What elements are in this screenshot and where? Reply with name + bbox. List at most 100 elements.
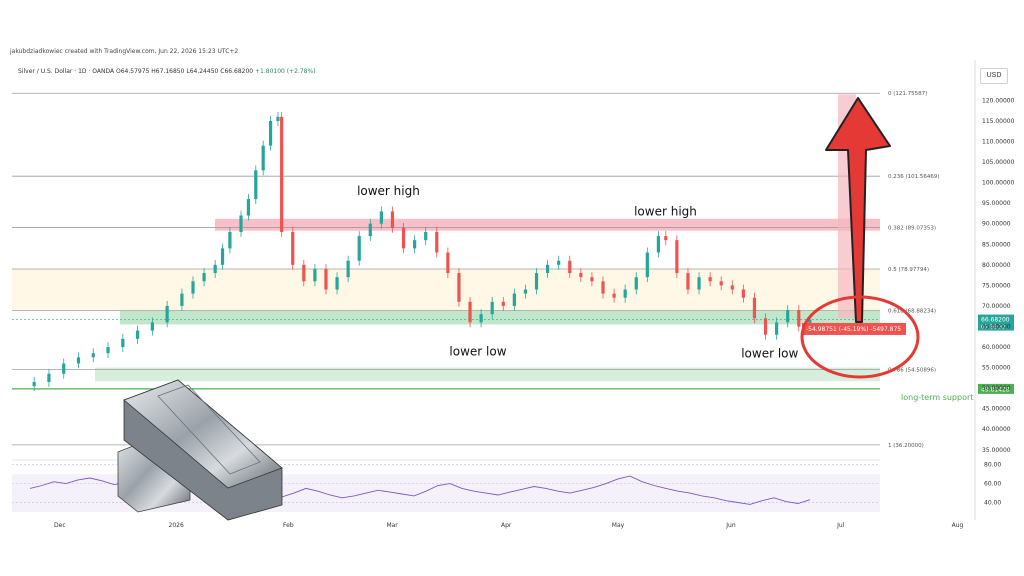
candle-48 bbox=[557, 260, 561, 265]
candle-34 bbox=[401, 227, 406, 249]
candle-30 bbox=[357, 236, 361, 261]
fib-label-0: 0 (121.75587) bbox=[888, 91, 927, 97]
candle-49 bbox=[568, 260, 572, 274]
support-price-box bbox=[978, 383, 1014, 394]
annotation-1: lower high bbox=[634, 205, 697, 219]
candle-12 bbox=[191, 281, 195, 294]
candle-20 bbox=[261, 145, 265, 171]
candle-15 bbox=[220, 248, 225, 265]
silver-bar-top bbox=[123, 379, 283, 489]
candle-39 bbox=[457, 273, 461, 302]
candle-45 bbox=[523, 289, 528, 294]
y-tick-label: 70.00000 bbox=[982, 303, 1011, 310]
y-tick-label: 105.00000 bbox=[982, 159, 1015, 166]
candle-3 bbox=[62, 363, 66, 374]
candle-21 bbox=[268, 120, 273, 146]
candle-65 bbox=[741, 289, 745, 298]
candle-19 bbox=[254, 170, 258, 200]
candle-40 bbox=[468, 301, 472, 323]
candle-17 bbox=[239, 215, 243, 232]
candle-58 bbox=[664, 236, 668, 241]
candle-66 bbox=[752, 297, 757, 319]
current-price-box bbox=[978, 314, 1014, 331]
candle-29 bbox=[346, 260, 350, 278]
red-circle bbox=[800, 295, 920, 379]
y-tick-label: 50.00000 bbox=[982, 385, 1011, 392]
fib-label-2: 0.382 (89.07353) bbox=[888, 226, 936, 232]
candle-14 bbox=[213, 264, 217, 274]
x-tick-label: May bbox=[612, 522, 625, 529]
open-value: O64.57975 bbox=[116, 68, 150, 75]
symbol-ohlc-line: Silver / U.S. Dollar · 1D · OANDA O64.57… bbox=[18, 68, 316, 75]
y-tick-label: 90.00000 bbox=[982, 221, 1011, 228]
candle-10 bbox=[165, 305, 169, 323]
x-tick-label: 2026 bbox=[169, 522, 184, 529]
candle-32 bbox=[379, 211, 383, 224]
candle-36 bbox=[424, 231, 428, 241]
candle-16 bbox=[228, 231, 232, 249]
markup-layer: -54.98751 (-45.19%) -5497.875 bbox=[800, 94, 920, 379]
annotations-layer: lower high lower high lower low lower low bbox=[357, 184, 798, 360]
candle-27 bbox=[324, 268, 328, 290]
attribution-text: jakubdziadkowiec created with TradingVie… bbox=[10, 48, 239, 55]
close-value: C66.68200 bbox=[220, 68, 254, 75]
candle-8 bbox=[135, 330, 140, 339]
candle-60 bbox=[686, 273, 690, 290]
candle-4 bbox=[76, 357, 81, 364]
candle-44 bbox=[512, 293, 516, 306]
candle-55 bbox=[634, 277, 638, 290]
candle-22 bbox=[276, 116, 280, 121]
candle-28 bbox=[335, 277, 339, 290]
candle-11 bbox=[180, 293, 184, 306]
rsi-tick-label: 40.00 bbox=[984, 500, 1001, 507]
candle-24 bbox=[291, 231, 295, 265]
candle-46 bbox=[534, 273, 539, 290]
price-series-layer bbox=[12, 111, 880, 392]
annotation-2: lower low bbox=[449, 344, 506, 358]
x-tick-label: Apr bbox=[501, 522, 512, 529]
y-tick-label: 35.00000 bbox=[982, 447, 1011, 454]
candle-23 bbox=[280, 116, 284, 232]
measure-box bbox=[802, 322, 906, 335]
y-tick-label: 75.00000 bbox=[982, 282, 1011, 289]
zone-0 bbox=[215, 218, 880, 231]
candle-13 bbox=[202, 273, 206, 282]
candle-68 bbox=[775, 322, 779, 335]
candle-70 bbox=[797, 310, 801, 327]
candle-26 bbox=[313, 268, 317, 282]
x-tick-label: Jul bbox=[836, 522, 845, 529]
low-value: L64.24450 bbox=[186, 68, 219, 75]
support-label: long-term support bbox=[901, 393, 973, 402]
fib-label-6: 1 (36.20000) bbox=[888, 443, 924, 449]
rsi-tick-label: 60.00 bbox=[984, 481, 1001, 488]
zones-layer bbox=[12, 218, 880, 382]
candle-2 bbox=[47, 373, 51, 382]
y-tick-label: 110.00000 bbox=[982, 139, 1015, 146]
y-tick-label: 60.00000 bbox=[982, 344, 1011, 351]
high-value: H67.16850 bbox=[151, 68, 185, 75]
silver-bar-engraving bbox=[157, 384, 261, 475]
y-tick-label: 40.00000 bbox=[982, 426, 1011, 433]
candle-18 bbox=[246, 199, 251, 216]
candle-69 bbox=[786, 310, 790, 323]
candle-67 bbox=[763, 318, 768, 335]
candle-7 bbox=[121, 338, 125, 348]
y-tick-label: 65.00000 bbox=[982, 323, 1011, 330]
currency-button[interactable]: USD bbox=[980, 68, 1008, 84]
y-tick-label: 85.00000 bbox=[982, 241, 1011, 248]
candle-5 bbox=[91, 353, 95, 358]
y-tick-label: 55.00000 bbox=[982, 365, 1011, 372]
fib-label-4: 0.618 (68.88234) bbox=[888, 309, 936, 315]
candle-37 bbox=[435, 231, 439, 253]
candle-53 bbox=[612, 293, 616, 298]
candle-57 bbox=[656, 236, 661, 253]
y-tick-label: 100.00000 bbox=[982, 180, 1015, 187]
x-tick-label: Aug bbox=[952, 522, 964, 529]
fib-band-tint bbox=[12, 269, 880, 311]
candle-38 bbox=[446, 252, 450, 274]
annotation-3: lower low bbox=[741, 346, 798, 360]
candle-31 bbox=[368, 223, 372, 237]
candle-25 bbox=[302, 264, 306, 282]
x-tick-label: Jun bbox=[725, 522, 736, 529]
